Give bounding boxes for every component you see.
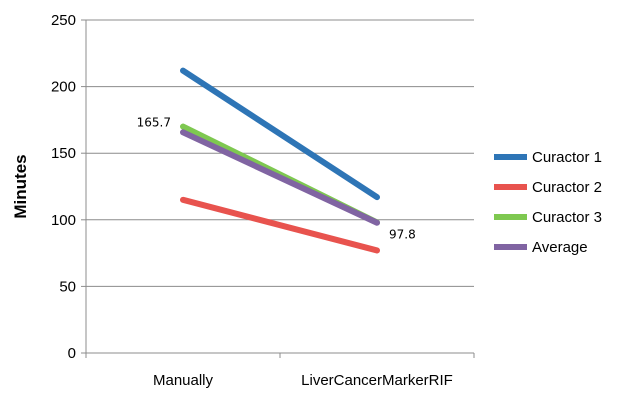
legend: Curactor 1 Curactor 2 Curactor 3 Average [494,149,602,256]
x-tick-label: LiverCancerMarkerRIF [301,372,453,389]
data-label: 165.7 [137,115,171,129]
y-tick-label: 250 [51,12,76,29]
y-tick-label: 150 [51,145,76,162]
y-tick-label: 200 [51,79,76,96]
gridlines [81,19,474,354]
legend-label: Curactor 2 [532,179,602,196]
y-tick-label: 0 [68,345,76,362]
y-tick-labels: 0 50 100 150 200 250 [51,12,76,362]
axes [85,20,475,358]
legend-label: Curactor 1 [532,149,602,166]
legend-label: Curactor 3 [532,209,602,226]
data-label: 97.8 [389,228,416,242]
data-labels: 165.7 97.8 [137,115,416,241]
legend-label: Average [532,239,588,256]
x-tick-label: Manually [153,372,214,389]
x-tick-labels: Manually LiverCancerMarkerRIF [153,372,453,389]
series-line-4 [180,129,380,226]
y-axis-label: Minutes [11,154,30,218]
series-line-1 [180,67,380,201]
y-tick-label: 50 [59,278,76,295]
series-line-2 [180,196,380,254]
series-lines [180,67,380,254]
y-tick-label: 100 [51,212,76,229]
